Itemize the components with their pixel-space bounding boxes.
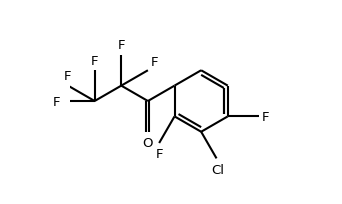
Text: F: F <box>53 95 60 108</box>
Text: Cl: Cl <box>211 163 224 176</box>
Text: F: F <box>118 39 125 52</box>
Text: O: O <box>143 136 153 150</box>
Text: F: F <box>151 56 158 69</box>
Text: F: F <box>91 54 98 67</box>
Text: F: F <box>262 110 270 123</box>
Text: F: F <box>155 148 163 161</box>
Text: F: F <box>63 70 71 83</box>
